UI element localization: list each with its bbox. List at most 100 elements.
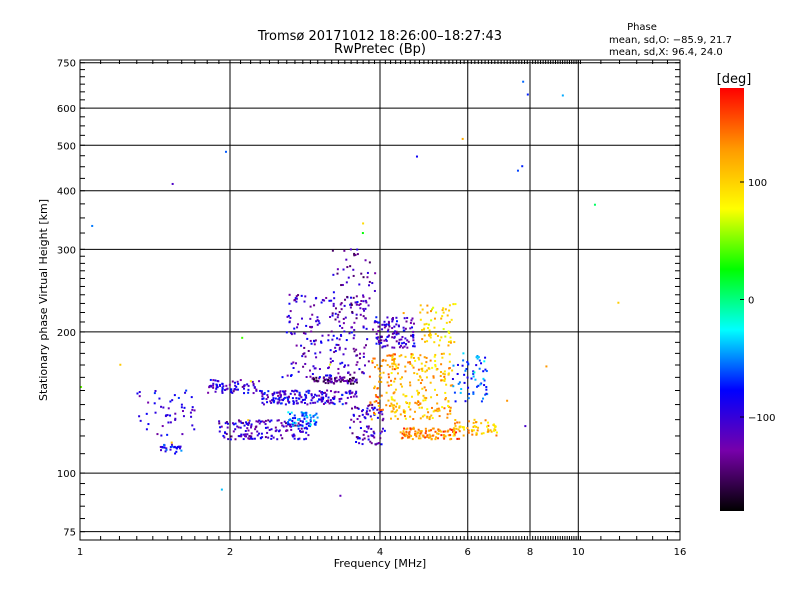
scatter-point [351,376,354,379]
scatter-point [398,346,401,349]
scatter-point [391,410,394,413]
scatter-point [165,414,168,417]
scatter-point [369,440,372,443]
scatter-point [355,381,358,384]
scatter-point [409,381,412,384]
scatter-point [270,419,273,422]
scatter-point [373,436,376,439]
scatter-point [358,415,361,418]
scatter-point [289,423,292,426]
scatter-point [334,379,337,382]
x-tick-label: 16 [674,547,687,558]
scatter-point [309,402,312,405]
scatter-point [217,380,220,383]
scatter-point [302,353,305,356]
scatter-point [214,390,217,393]
scatter-point [297,422,300,425]
scatter-point [183,406,186,409]
scatter-point [456,437,459,440]
scatter-point [486,425,489,428]
scatter-point [441,309,444,312]
scatter-point [258,380,261,383]
scatter-point [338,311,341,314]
scatter-point [334,346,337,349]
scatter-point [170,443,173,446]
scatter-point [373,289,376,292]
scatter-point [338,320,341,323]
scatter-point [339,334,342,337]
x-axis-ticks: 1 2 4 6 8 10 16 [77,547,687,558]
scatter-point [243,392,246,395]
x-tick-label: 10 [572,547,585,558]
scatter-point [391,358,394,361]
scatter-point [309,419,312,422]
scatter-point [446,413,449,416]
scatter-point [408,361,411,364]
scatter-point [382,358,385,361]
scatter-point [309,420,312,423]
scatter-point [456,372,459,375]
scatter-point [388,404,391,407]
scatter-point [315,320,318,323]
scatter-point [339,375,342,378]
scatter-point [267,419,270,422]
scatter-point [376,442,379,445]
scatter-point [247,391,250,394]
scatter-point [390,402,393,405]
scatter-point [250,424,253,427]
scatter-point [385,339,388,342]
scatter-point [301,424,304,427]
scatter-point [136,392,139,395]
scatter-point [330,380,333,383]
scatter-point [484,368,487,371]
scatter-point [466,376,469,379]
scatter-point [326,374,329,377]
scatter-point [329,357,332,360]
scatter-point [372,357,375,360]
scatter-point [298,391,301,394]
scatter-point [174,417,177,420]
scatter-point [221,390,224,393]
scatter-point [327,399,330,402]
scatter-point [344,347,347,350]
scatter-point [373,411,376,414]
scatter-point [236,380,239,383]
scatter-point [421,434,424,437]
scatter-point [453,427,456,430]
scatter-point [266,394,269,397]
scatter-point [410,334,413,337]
scatter-point [480,362,483,365]
scatter-point [409,327,412,330]
scatter-point [411,333,414,336]
scatter-point [356,418,359,421]
scatter-point [235,385,238,388]
scatter-point [476,357,479,360]
scatter-point [294,422,297,425]
scatter-point [393,332,396,335]
scatter-point [406,346,409,349]
scatter-point [406,316,409,319]
scatter-point [445,383,448,386]
scatter-point [303,352,306,355]
scatter-point [377,330,380,333]
scatter-point [365,430,368,433]
scatter-point [333,382,336,385]
scatter-point [304,393,307,396]
scatter-point [296,323,299,326]
scatter-point [307,349,310,352]
scatter-point [247,423,250,426]
scatter-point [522,80,525,83]
scatter-point [160,405,163,408]
scatter-point [464,400,467,403]
scatter-point [367,413,370,416]
scatter-point [410,395,413,398]
scatter-point [268,429,271,432]
scatter-point [428,436,431,439]
scatter-point [377,325,380,328]
scatter-point [229,438,232,441]
scatter-point [386,316,389,319]
scatter-point [432,427,435,430]
scatter-point [459,391,462,394]
scatter-point [212,379,215,382]
scatter-point [310,394,313,397]
